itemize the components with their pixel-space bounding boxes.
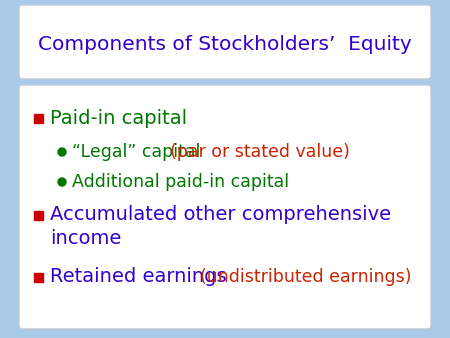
Text: Retained earnings: Retained earnings bbox=[50, 267, 233, 287]
Text: (par or stated value): (par or stated value) bbox=[170, 143, 350, 161]
Text: income: income bbox=[50, 228, 122, 247]
Bar bbox=[33, 114, 42, 122]
Text: Paid-in capital: Paid-in capital bbox=[50, 108, 187, 127]
Text: Additional paid-in capital: Additional paid-in capital bbox=[72, 173, 289, 191]
Circle shape bbox=[58, 148, 66, 156]
Text: (undistributed earnings): (undistributed earnings) bbox=[200, 268, 411, 286]
Bar bbox=[33, 211, 42, 219]
Text: “Legal” capital: “Legal” capital bbox=[72, 143, 206, 161]
Circle shape bbox=[58, 178, 66, 186]
FancyBboxPatch shape bbox=[19, 5, 431, 79]
Text: Components of Stockholders’  Equity: Components of Stockholders’ Equity bbox=[38, 34, 412, 53]
Bar bbox=[33, 272, 42, 282]
Text: Accumulated other comprehensive: Accumulated other comprehensive bbox=[50, 206, 391, 224]
FancyBboxPatch shape bbox=[19, 85, 431, 329]
